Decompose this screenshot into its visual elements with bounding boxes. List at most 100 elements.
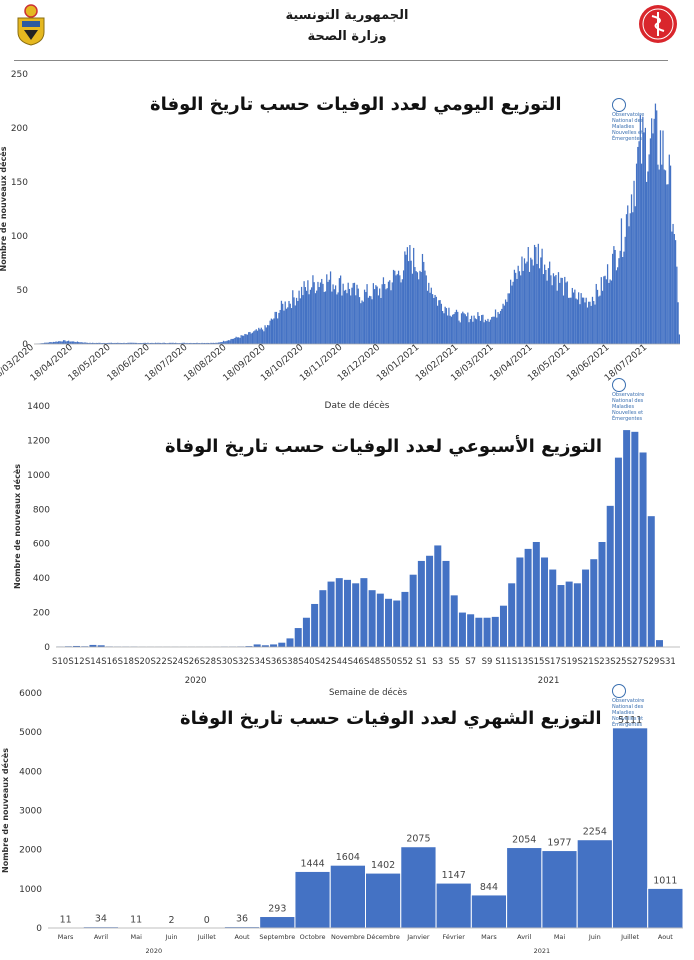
daily-bar bbox=[555, 275, 557, 344]
daily-bar bbox=[413, 247, 415, 344]
data-label: 5111 bbox=[618, 715, 642, 726]
daily-bar bbox=[290, 308, 293, 344]
daily-bar bbox=[229, 340, 231, 344]
data-label: 34 bbox=[95, 914, 107, 925]
monthly-bar bbox=[365, 872, 402, 929]
daily-bar bbox=[391, 282, 393, 344]
x-tick-label: S34 bbox=[249, 657, 265, 667]
x-tick-label: Octobre bbox=[300, 933, 326, 941]
weekly-bar bbox=[549, 569, 557, 647]
daily-bar bbox=[506, 301, 508, 344]
daily-bar bbox=[136, 342, 138, 344]
daily-bar bbox=[572, 292, 575, 344]
monthly-bar bbox=[506, 847, 543, 929]
daily-bar bbox=[397, 270, 400, 344]
daily-bar bbox=[260, 327, 262, 344]
daily-bar bbox=[79, 342, 81, 344]
daily-bar bbox=[283, 310, 285, 344]
daily-bar bbox=[98, 342, 100, 344]
x-axis-label: Date de décès bbox=[325, 400, 390, 411]
daily-bar bbox=[428, 282, 430, 344]
onmne-logo-icon bbox=[612, 98, 626, 112]
daily-bar bbox=[352, 283, 354, 344]
daily-bar bbox=[404, 251, 406, 344]
daily-bar bbox=[517, 265, 519, 344]
weekly-bar bbox=[614, 457, 622, 647]
x-tick-label: S14 bbox=[85, 657, 101, 667]
daily-bar bbox=[280, 300, 283, 344]
daily-bar bbox=[273, 318, 275, 344]
daily-bar bbox=[133, 342, 135, 344]
daily-bar bbox=[567, 297, 570, 344]
weekly-bar bbox=[623, 430, 631, 647]
daily-bar bbox=[200, 343, 202, 344]
daily-bar bbox=[652, 133, 654, 344]
daily-bar bbox=[292, 290, 294, 344]
daily-bar bbox=[516, 278, 518, 344]
daily-bar bbox=[144, 342, 147, 344]
daily-bar bbox=[149, 342, 152, 344]
daily-bar bbox=[560, 277, 562, 344]
daily-bar bbox=[608, 282, 610, 344]
daily-bar bbox=[104, 343, 106, 344]
daily-bar bbox=[141, 343, 143, 344]
daily-bar bbox=[598, 296, 600, 344]
daily-bar bbox=[605, 279, 607, 344]
daily-bar bbox=[75, 342, 77, 344]
daily-bar bbox=[658, 169, 660, 344]
daily-bar bbox=[479, 320, 482, 344]
daily-bar bbox=[264, 325, 266, 344]
weekly-chart-title: التوزيع الأسبوعي لعدد الوفيات حسب تاريخ … bbox=[165, 436, 603, 457]
daily-deaths-chart: 0 50 100 150 200 250 Nombre de nouveaux décès 1… bbox=[0, 62, 694, 417]
daily-bar bbox=[464, 314, 466, 344]
daily-bar bbox=[235, 336, 237, 344]
daily-bar bbox=[282, 303, 284, 344]
daily-bar bbox=[515, 272, 517, 344]
daily-bar bbox=[467, 312, 469, 344]
daily-bar bbox=[42, 343, 45, 344]
daily-bar bbox=[214, 342, 216, 344]
weekly-bar bbox=[491, 616, 499, 648]
daily-bar bbox=[430, 287, 432, 344]
monthly-bar bbox=[647, 887, 684, 929]
daily-bar bbox=[253, 331, 255, 344]
daily-bar bbox=[321, 278, 323, 344]
daily-bar bbox=[204, 342, 206, 344]
y-tick-label: 800 bbox=[33, 505, 50, 515]
daily-bar bbox=[498, 313, 500, 344]
daily-bar bbox=[221, 341, 223, 344]
monthly-chart-title: التوزيع الشهري لعدد الوفيات حسب تاريخ ال… bbox=[180, 708, 602, 729]
daily-bar bbox=[411, 273, 414, 344]
daily-bar bbox=[674, 240, 677, 344]
daily-bar bbox=[343, 290, 346, 344]
daily-bar bbox=[627, 205, 629, 344]
daily-bar bbox=[356, 284, 358, 344]
daily-bar bbox=[442, 311, 444, 344]
x-tick-label: S1 bbox=[416, 657, 427, 667]
weekly-bar bbox=[557, 585, 565, 647]
monthly-bar bbox=[329, 864, 366, 929]
x-tick-label: S32 bbox=[233, 657, 249, 667]
daily-bar bbox=[100, 343, 102, 344]
weekly-bar bbox=[475, 617, 483, 647]
weekly-bar bbox=[508, 583, 516, 647]
weekly-bar bbox=[524, 548, 532, 647]
daily-bar bbox=[94, 343, 96, 344]
daily-bar bbox=[234, 338, 236, 344]
weekly-bar bbox=[655, 640, 663, 647]
daily-bar bbox=[50, 342, 52, 344]
daily-bar bbox=[287, 307, 289, 344]
daily-bar bbox=[664, 170, 667, 344]
daily-bar bbox=[226, 340, 228, 344]
daily-bar bbox=[206, 342, 208, 344]
daily-bar bbox=[274, 311, 276, 344]
daily-bar bbox=[419, 270, 421, 344]
daily-bar bbox=[594, 304, 596, 344]
data-label: 11 bbox=[130, 915, 142, 926]
daily-bar bbox=[557, 272, 560, 344]
daily-bar bbox=[347, 282, 349, 344]
x-tick-label: Septembre bbox=[259, 933, 295, 941]
daily-bar bbox=[170, 342, 172, 344]
daily-bar bbox=[190, 342, 192, 344]
daily-bar bbox=[415, 271, 417, 344]
